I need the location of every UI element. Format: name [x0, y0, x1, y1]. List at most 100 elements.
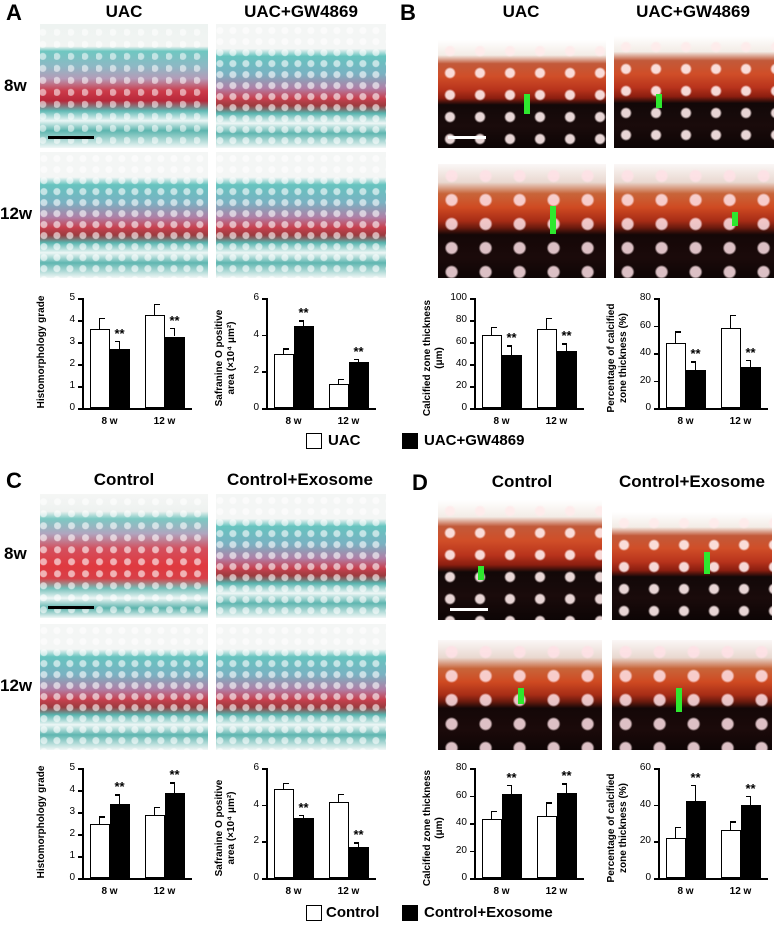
- error-cap: [298, 814, 304, 817]
- bar-c2-0-1: [293, 818, 314, 878]
- y-tick-label: 60: [455, 336, 467, 347]
- error-cap: [690, 784, 696, 786]
- error-cap: [745, 795, 751, 797]
- significance-marker: **: [169, 312, 180, 328]
- calcified-zone-marker: [732, 212, 738, 226]
- y-axis-title: Calcified zone thickness (μm): [422, 769, 445, 887]
- x-tick-label: 12 w: [153, 416, 176, 427]
- y-axis-title: Safranine O positive area (×10⁴ μm²): [214, 779, 237, 877]
- error-cap: [169, 327, 175, 330]
- x-tick-label: 8 w: [101, 886, 118, 897]
- x-axis: [266, 408, 376, 410]
- y-tick-label: 60: [455, 789, 467, 801]
- calcified-zone-marker: [704, 552, 710, 574]
- panel-label-b: B: [400, 0, 416, 25]
- y-tick-label: 2: [69, 828, 75, 839]
- error-bar: [749, 795, 752, 805]
- micrograph-c-control-8w: [40, 494, 208, 618]
- chart-calcified-percentage-d: 0 20 40 60 Percentage of calcified zone thic…: [600, 758, 777, 918]
- x-axis: [658, 878, 768, 880]
- error-cap: [561, 783, 567, 785]
- calcified-zone-marker: [478, 566, 484, 580]
- error-bar: [729, 821, 732, 831]
- y-tick-label: 2: [69, 358, 75, 369]
- error-cap: [491, 326, 497, 329]
- significance-marker: **: [114, 779, 125, 795]
- y-tick-label: 20: [639, 835, 651, 847]
- legend-swatch-uac: [306, 433, 322, 449]
- x-tick-label: 12 w: [545, 886, 568, 897]
- panel-b-col2-title: UAC+GW4869: [636, 2, 750, 21]
- panel-a-col1-title: UAC: [105, 2, 143, 21]
- y-axis: [266, 768, 268, 878]
- y-axis: [82, 768, 84, 878]
- micrograph-d-exo-1: [612, 512, 772, 620]
- y-tick: [654, 380, 658, 382]
- y-tick: [262, 408, 266, 410]
- error-cap: [730, 821, 736, 823]
- legend-label-uac: UAC: [328, 432, 361, 449]
- significance-marker: **: [353, 343, 364, 359]
- bar-a2-0-0: [273, 353, 294, 408]
- x-tick-label: 12 w: [337, 416, 360, 427]
- error-cap: [491, 810, 497, 813]
- y-tick: [262, 841, 266, 843]
- y-tick-label: 0: [645, 872, 651, 883]
- legend-label-control-exosome: Control+Exosome: [424, 904, 553, 921]
- x-axis: [474, 408, 584, 410]
- legend-swatch-control: [306, 905, 322, 921]
- bar-a1-0-0: [89, 328, 110, 408]
- y-tick-label: 0: [253, 872, 259, 883]
- y-tick: [654, 804, 658, 807]
- panel-c-col1-title: Control: [93, 470, 155, 489]
- panel-a-row1-label: 8w: [4, 76, 27, 95]
- y-tick: [78, 768, 82, 770]
- error-bar: [118, 340, 121, 349]
- error-bar: [118, 794, 121, 805]
- error-bar: [674, 331, 677, 344]
- y-tick-label: 40: [639, 347, 651, 358]
- y-tick-label: 4: [253, 328, 259, 340]
- x-tick-label: 8 w: [493, 416, 510, 427]
- y-tick-label: 100: [450, 292, 467, 303]
- y-tick: [470, 342, 474, 344]
- error-cap: [338, 378, 344, 381]
- y-tick-label: 6: [253, 762, 259, 773]
- y-axis-title: Histomorphology grade: [36, 295, 47, 409]
- y-tick: [262, 878, 266, 880]
- panel-c-col2-title: Control+Exosome: [227, 470, 373, 489]
- y-tick-label: 60: [639, 319, 651, 331]
- y-axis: [658, 298, 660, 408]
- chart-histomorphology-a: 0 1 2 3 4 5 Histomorphology grade ** 8 w ** 12 w: [0, 288, 200, 448]
- calcified-zone-marker: [656, 94, 662, 108]
- error-bar: [98, 816, 101, 825]
- panel-label-a: A: [6, 0, 22, 25]
- y-tick: [78, 408, 82, 410]
- y-tick: [654, 353, 658, 355]
- error-bar: [153, 806, 156, 816]
- error-cap: [546, 802, 552, 804]
- error-cap: [114, 794, 120, 796]
- scale-bar: [48, 136, 94, 139]
- significance-marker: **: [298, 305, 309, 320]
- error-cap: [690, 361, 696, 363]
- bar-a2-1-0: [328, 384, 349, 408]
- micrograph-d-control-1: [438, 500, 602, 620]
- error-bar: [490, 810, 493, 819]
- y-tick: [78, 812, 82, 814]
- panel-c-row2-label: 12w: [0, 676, 33, 695]
- chart-calcified-percentage-b: 0 20 40 60 80 Percentage of calcified zone th…: [600, 288, 777, 448]
- error-cap: [353, 842, 359, 844]
- error-cap: [546, 317, 552, 320]
- x-axis: [658, 408, 768, 410]
- error-cap: [298, 320, 304, 322]
- micrograph-a-uac-12w: [40, 152, 208, 278]
- calcified-zone-marker: [518, 688, 524, 704]
- y-tick: [78, 386, 82, 388]
- x-tick-label: 12 w: [337, 886, 360, 897]
- error-cap: [730, 314, 736, 316]
- micrograph-a-uac-8w: [40, 24, 208, 148]
- error-bar: [98, 317, 101, 329]
- significance-marker: **: [506, 330, 517, 346]
- y-tick-label: 0: [645, 402, 651, 413]
